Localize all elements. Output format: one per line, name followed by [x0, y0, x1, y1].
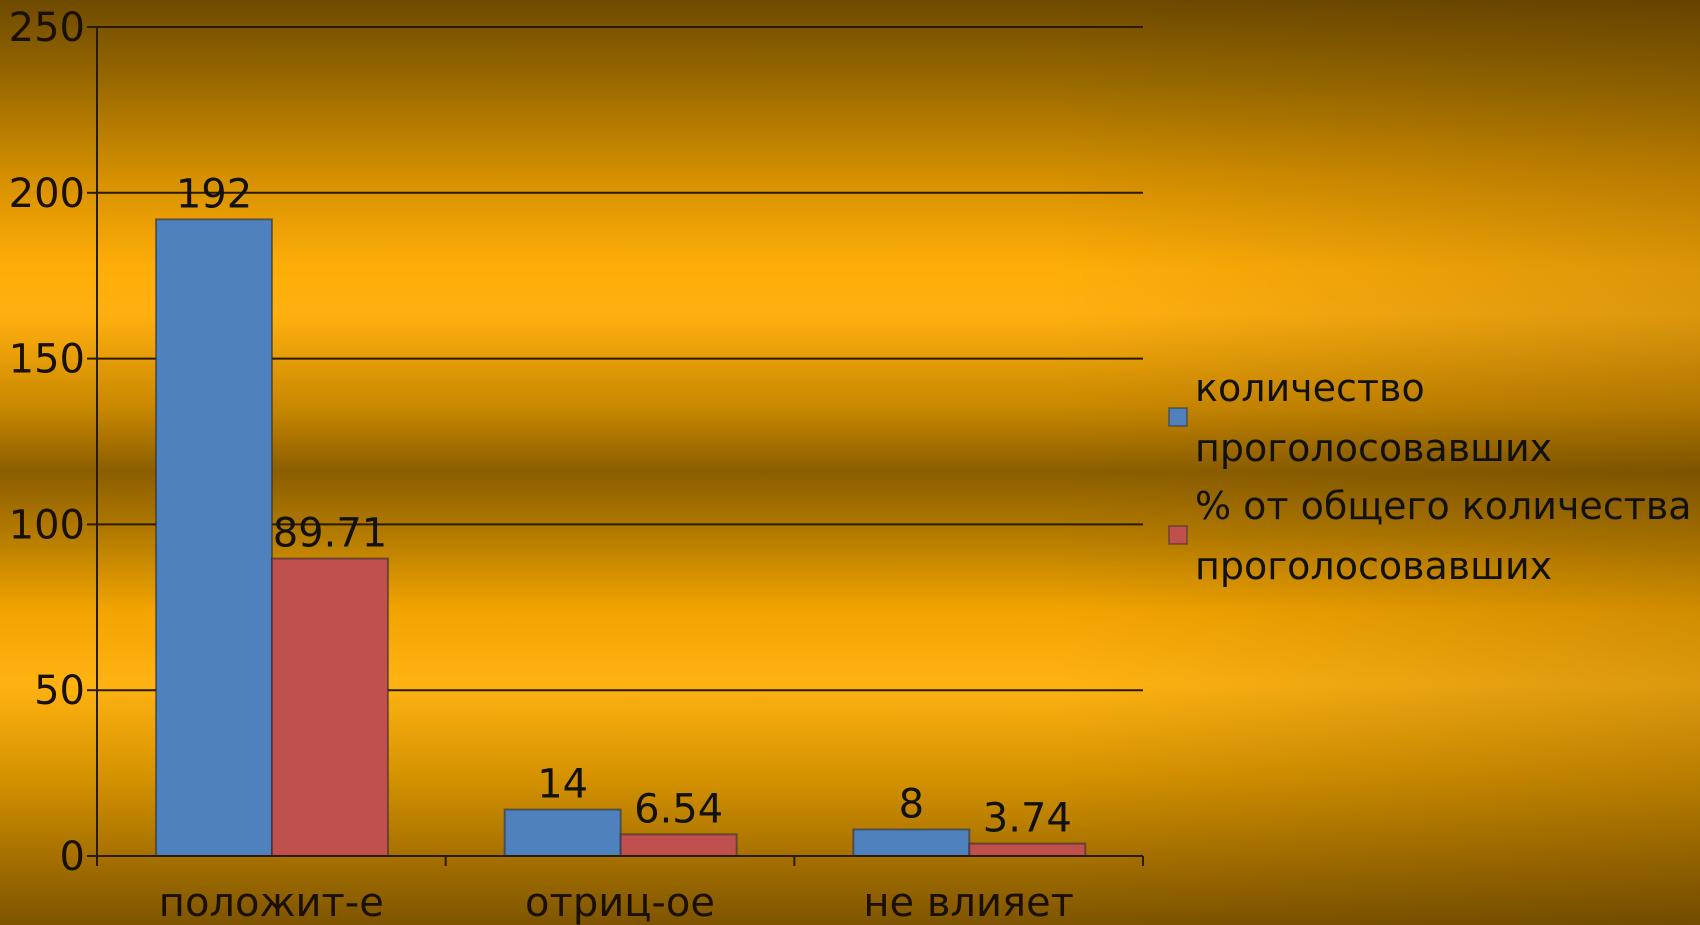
- y-tick-label: 50: [34, 668, 85, 714]
- legend-swatch: [1168, 525, 1188, 545]
- y-tick-label: 250: [9, 5, 85, 51]
- data-label: 3.74: [983, 796, 1072, 842]
- y-tick-label: 100: [9, 502, 85, 548]
- y-tick-label: 0: [60, 834, 85, 880]
- data-label: 6.54: [634, 786, 723, 832]
- bar-percent-1: [271, 557, 389, 858]
- data-label: 14: [537, 762, 588, 808]
- y-tick-labels: 0 50 100 150 200 250: [9, 5, 97, 880]
- data-label: 8: [899, 781, 924, 827]
- legend-label: проголосовавших: [1195, 544, 1552, 588]
- data-labels: 192 89.71 14 6.54 8 3.74: [176, 171, 1072, 841]
- bar-percent-3: [968, 842, 1087, 857]
- legend-label: % от общего количества: [1195, 484, 1692, 528]
- bar-count-1: [155, 218, 273, 857]
- legend-label: проголосовавших: [1195, 426, 1552, 470]
- axes: [96, 27, 1144, 866]
- x-category-label: не влияет: [863, 880, 1074, 925]
- legend: количество проголосовавших % от общего кол…: [1168, 366, 1692, 588]
- y-tick-label: 150: [9, 337, 85, 383]
- x-category-label: отриц-ое: [525, 880, 715, 925]
- bar-count-2: [503, 808, 622, 857]
- bar-count-3: [852, 828, 971, 857]
- bars: [155, 218, 1087, 858]
- legend-swatch: [1168, 407, 1188, 427]
- data-label: 192: [176, 171, 252, 217]
- data-label: 89.71: [273, 511, 388, 557]
- x-category-label: положит-е: [159, 880, 384, 925]
- bar-percent-2: [619, 833, 738, 857]
- y-tick-label: 200: [9, 171, 85, 217]
- x-category-labels: положит-е отриц-ое не влияет: [159, 880, 1074, 925]
- legend-label: количество: [1195, 366, 1425, 410]
